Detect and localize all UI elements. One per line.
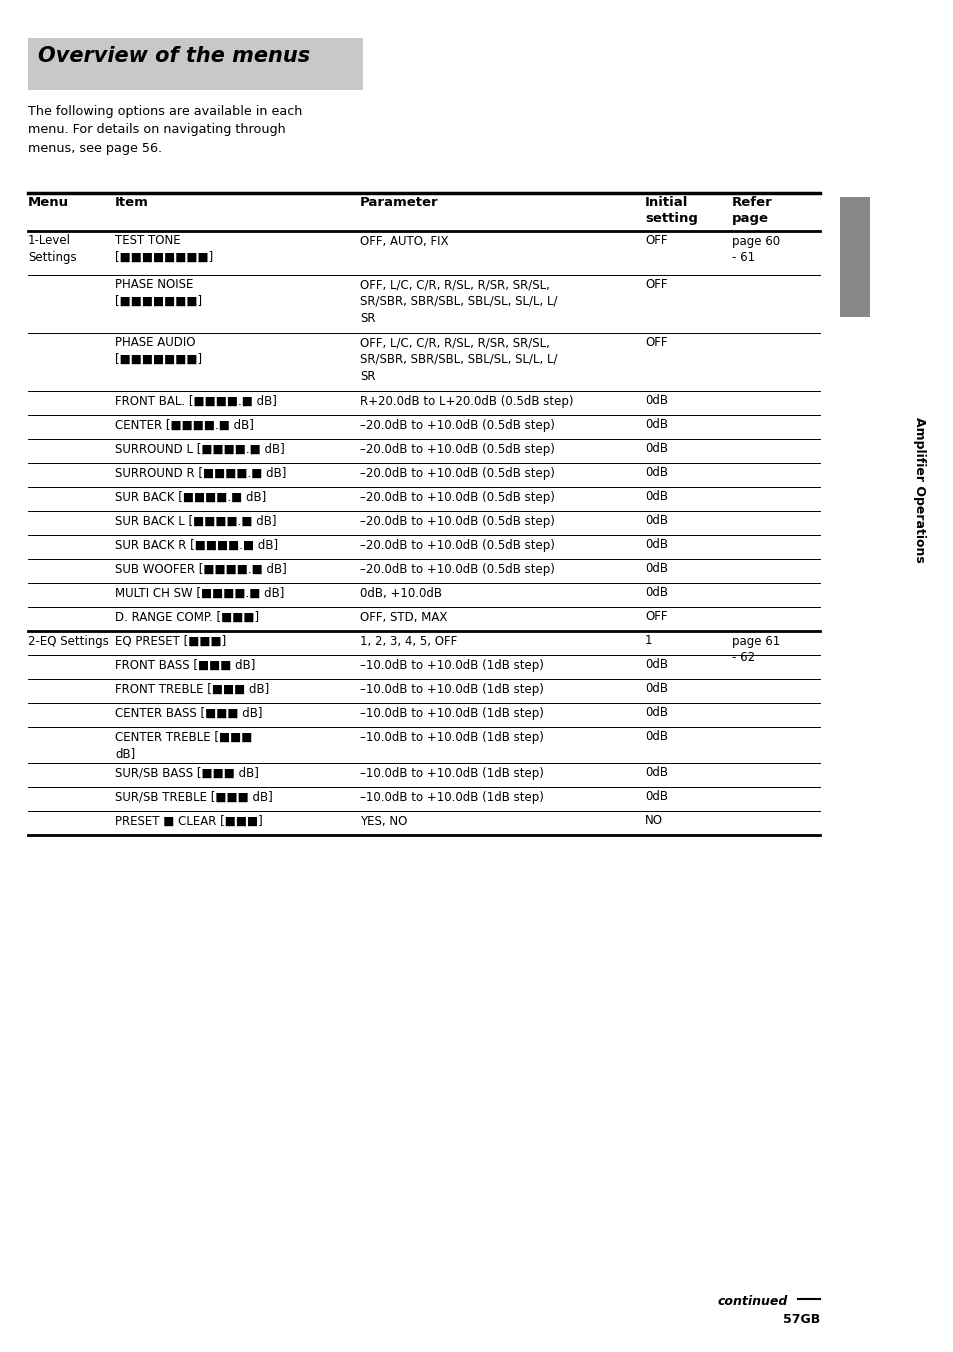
Text: FRONT BASS [■■■ dB]: FRONT BASS [■■■ dB] [115,658,255,672]
Bar [840,197,869,316]
Text: SUR/SB TREBLE [■■■ dB]: SUR/SB TREBLE [■■■ dB] [115,791,273,803]
Text: 0dB: 0dB [644,442,667,456]
Text: Menu: Menu [28,196,69,210]
Text: Overview of the menus: Overview of the menus [38,46,310,66]
Text: OFF, L/C, C/R, R/SL, R/SR, SR/SL,
SR/SBR, SBR/SBL, SBL/SL, SL/L, L/
SR: OFF, L/C, C/R, R/SL, R/SR, SR/SL, SR/SBR… [359,279,557,324]
Text: SURROUND L [■■■■.■ dB]: SURROUND L [■■■■.■ dB] [115,442,284,456]
Text: Item: Item [115,196,149,210]
Text: Refer
page: Refer page [731,196,772,224]
Text: CENTER BASS [■■■ dB]: CENTER BASS [■■■ dB] [115,707,262,719]
Text: –10.0dB to +10.0dB (1dB step): –10.0dB to +10.0dB (1dB step) [359,767,543,780]
Text: 0dB: 0dB [644,515,667,527]
Text: CENTER TREBLE [■■■
dB]: CENTER TREBLE [■■■ dB] [115,730,253,760]
Text: –20.0dB to +10.0dB (0.5dB step): –20.0dB to +10.0dB (0.5dB step) [359,466,555,480]
Text: 0dB, +10.0dB: 0dB, +10.0dB [359,587,441,599]
Text: page 61
- 62: page 61 - 62 [731,634,780,664]
Text: OFF, AUTO, FIX: OFF, AUTO, FIX [359,234,448,247]
Text: –20.0dB to +10.0dB (0.5dB step): –20.0dB to +10.0dB (0.5dB step) [359,562,555,576]
Text: 0dB: 0dB [644,395,667,407]
Text: –10.0dB to +10.0dB (1dB step): –10.0dB to +10.0dB (1dB step) [359,683,543,695]
Text: PHASE NOISE
[■■■■■■■]: PHASE NOISE [■■■■■■■] [115,279,202,308]
Text: –10.0dB to +10.0dB (1dB step): –10.0dB to +10.0dB (1dB step) [359,658,543,672]
Text: SUR BACK [■■■■.■ dB]: SUR BACK [■■■■.■ dB] [115,491,266,503]
Text: SUB WOOFER [■■■■.■ dB]: SUB WOOFER [■■■■.■ dB] [115,562,287,576]
Text: 0dB: 0dB [644,419,667,431]
Text: continued: continued [718,1295,787,1307]
Text: –10.0dB to +10.0dB (1dB step): –10.0dB to +10.0dB (1dB step) [359,791,543,803]
Text: –20.0dB to +10.0dB (0.5dB step): –20.0dB to +10.0dB (0.5dB step) [359,538,555,552]
Text: SUR/SB BASS [■■■ dB]: SUR/SB BASS [■■■ dB] [115,767,258,780]
Text: 1: 1 [644,634,652,648]
Text: D. RANGE COMP. [■■■]: D. RANGE COMP. [■■■] [115,611,259,623]
Text: NO: NO [644,814,662,827]
Text: OFF, STD, MAX: OFF, STD, MAX [359,611,447,623]
Text: –20.0dB to +10.0dB (0.5dB step): –20.0dB to +10.0dB (0.5dB step) [359,515,555,527]
Text: PHASE AUDIO
[■■■■■■■]: PHASE AUDIO [■■■■■■■] [115,337,202,366]
Text: 0dB: 0dB [644,658,667,672]
Text: OFF: OFF [644,234,667,247]
Text: SURROUND R [■■■■.■ dB]: SURROUND R [■■■■.■ dB] [115,466,286,480]
Text: –20.0dB to +10.0dB (0.5dB step): –20.0dB to +10.0dB (0.5dB step) [359,491,555,503]
Text: CENTER [■■■■.■ dB]: CENTER [■■■■.■ dB] [115,419,253,431]
Text: 1-Level
Settings: 1-Level Settings [28,234,76,264]
Text: –10.0dB to +10.0dB (1dB step): –10.0dB to +10.0dB (1dB step) [359,707,543,719]
Text: Amplifier Operations: Amplifier Operations [913,418,925,562]
Text: SUR BACK R [■■■■.■ dB]: SUR BACK R [■■■■.■ dB] [115,538,278,552]
Text: OFF: OFF [644,611,667,623]
Text: 0dB: 0dB [644,683,667,695]
Text: FRONT BAL. [■■■■.■ dB]: FRONT BAL. [■■■■.■ dB] [115,395,276,407]
Text: 57GB: 57GB [781,1313,820,1326]
Text: YES, NO: YES, NO [359,814,407,827]
Text: The following options are available in each
menu. For details on navigating thro: The following options are available in e… [28,105,302,155]
Text: 0dB: 0dB [644,707,667,719]
Text: –10.0dB to +10.0dB (1dB step): –10.0dB to +10.0dB (1dB step) [359,730,543,744]
Text: OFF, L/C, C/R, R/SL, R/SR, SR/SL,
SR/SBR, SBR/SBL, SBL/SL, SL/L, L/
SR: OFF, L/C, C/R, R/SL, R/SR, SR/SL, SR/SBR… [359,337,557,383]
Text: 0dB: 0dB [644,767,667,780]
Text: FRONT TREBLE [■■■ dB]: FRONT TREBLE [■■■ dB] [115,683,269,695]
Text: PRESET ■ CLEAR [■■■]: PRESET ■ CLEAR [■■■] [115,814,262,827]
Bar [28,38,363,91]
Text: 0dB: 0dB [644,730,667,744]
Text: 1, 2, 3, 4, 5, OFF: 1, 2, 3, 4, 5, OFF [359,634,456,648]
Text: 0dB: 0dB [644,587,667,599]
Text: 0dB: 0dB [644,791,667,803]
Text: SUR BACK L [■■■■.■ dB]: SUR BACK L [■■■■.■ dB] [115,515,276,527]
Text: –20.0dB to +10.0dB (0.5dB step): –20.0dB to +10.0dB (0.5dB step) [359,419,555,431]
Text: 0dB: 0dB [644,562,667,576]
Text: Parameter: Parameter [359,196,438,210]
Text: OFF: OFF [644,337,667,350]
Text: 0dB: 0dB [644,466,667,480]
Text: 0dB: 0dB [644,491,667,503]
Text: page 60
- 61: page 60 - 61 [731,234,780,264]
Text: –20.0dB to +10.0dB (0.5dB step): –20.0dB to +10.0dB (0.5dB step) [359,442,555,456]
Text: EQ PRESET [■■■]: EQ PRESET [■■■] [115,634,226,648]
Text: 2-EQ Settings: 2-EQ Settings [28,634,109,648]
Text: TEST TONE
[■■■■■■■■]: TEST TONE [■■■■■■■■] [115,234,213,264]
Text: OFF: OFF [644,279,667,292]
Text: R+20.0dB to L+20.0dB (0.5dB step): R+20.0dB to L+20.0dB (0.5dB step) [359,395,573,407]
Text: Initial
setting: Initial setting [644,196,698,224]
Text: 0dB: 0dB [644,538,667,552]
Text: MULTI CH SW [■■■■.■ dB]: MULTI CH SW [■■■■.■ dB] [115,587,284,599]
